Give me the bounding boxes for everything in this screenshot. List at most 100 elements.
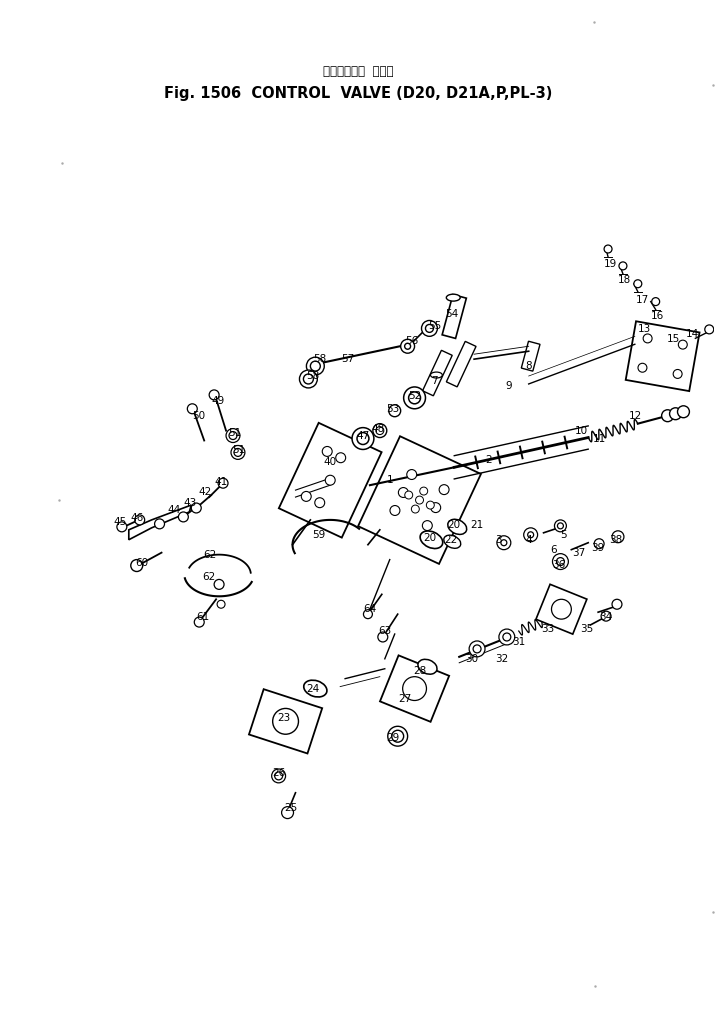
Circle shape [404,387,425,409]
Text: 19: 19 [604,259,617,269]
Polygon shape [442,294,466,338]
Circle shape [551,599,571,619]
Text: 41: 41 [214,477,228,487]
Circle shape [412,505,419,513]
Text: 50: 50 [191,411,205,420]
Text: 8: 8 [526,361,532,371]
Circle shape [497,536,511,550]
Circle shape [422,321,437,336]
Circle shape [473,645,481,653]
Circle shape [187,404,197,414]
Text: 3: 3 [495,535,502,545]
Circle shape [619,262,627,270]
Text: 43: 43 [184,498,197,509]
Text: 36: 36 [552,559,565,569]
Circle shape [191,503,201,513]
Circle shape [499,629,515,645]
Circle shape [399,487,408,497]
Text: 42: 42 [199,487,212,497]
Text: 40: 40 [323,458,337,467]
Circle shape [388,727,408,746]
Circle shape [326,475,335,485]
Text: 62: 62 [204,550,217,559]
Text: 52: 52 [408,391,421,401]
Circle shape [135,515,145,525]
Circle shape [217,600,225,608]
Circle shape [322,447,332,457]
Text: コントロール  バルブ: コントロール バルブ [323,65,394,78]
Circle shape [422,521,432,531]
Circle shape [670,408,681,419]
Circle shape [705,325,713,334]
Text: 60: 60 [135,557,148,567]
Circle shape [501,540,507,546]
Text: 4: 4 [526,535,532,545]
Text: 59: 59 [312,530,325,540]
Circle shape [214,580,224,590]
Circle shape [673,369,682,379]
Polygon shape [536,585,587,634]
Text: 9: 9 [505,381,512,391]
Circle shape [528,532,533,538]
Polygon shape [358,436,481,564]
Text: 58: 58 [313,354,327,364]
Circle shape [643,334,652,343]
Text: 57: 57 [341,354,355,364]
Text: 18: 18 [618,275,632,285]
Polygon shape [279,423,381,538]
Polygon shape [129,505,191,540]
Circle shape [594,539,604,549]
Circle shape [391,730,404,742]
Circle shape [179,512,189,522]
Text: 47: 47 [356,430,369,441]
Circle shape [416,496,424,504]
Circle shape [336,453,346,463]
Text: 13: 13 [638,325,651,334]
Circle shape [557,523,564,529]
Circle shape [218,478,228,488]
Text: 32: 32 [495,654,508,664]
Ellipse shape [448,520,467,535]
Circle shape [303,375,313,384]
Text: 31: 31 [512,637,526,647]
Circle shape [404,343,411,349]
Text: 39: 39 [592,543,604,553]
Text: 55: 55 [428,322,441,332]
Text: 10: 10 [575,425,588,435]
Circle shape [503,633,511,640]
Circle shape [405,491,413,499]
Text: 17: 17 [636,294,650,304]
Text: 49: 49 [212,396,224,406]
Circle shape [427,501,435,510]
Text: 23: 23 [277,714,290,724]
Text: 61: 61 [196,612,210,622]
Text: 64: 64 [364,604,376,614]
Text: 30: 30 [465,654,479,664]
Circle shape [419,487,427,495]
Circle shape [130,559,143,571]
Text: 24: 24 [307,683,320,693]
Circle shape [376,426,384,434]
Circle shape [652,297,660,306]
Text: 6: 6 [550,545,557,554]
Circle shape [310,361,320,371]
Text: 26: 26 [272,768,285,777]
Circle shape [553,553,569,569]
Text: 20: 20 [447,520,461,530]
Text: 33: 33 [541,624,554,634]
Circle shape [556,557,564,565]
Text: 54: 54 [446,309,459,319]
Circle shape [352,427,374,450]
Circle shape [226,428,240,443]
Circle shape [604,245,612,253]
Ellipse shape [430,373,442,378]
Text: 44: 44 [168,505,181,515]
Ellipse shape [446,294,460,301]
Circle shape [401,339,414,353]
Circle shape [300,370,318,388]
Text: 53: 53 [386,404,399,414]
Polygon shape [521,341,540,371]
Text: 34: 34 [599,612,613,622]
Text: 56: 56 [405,336,418,346]
Circle shape [425,325,433,332]
